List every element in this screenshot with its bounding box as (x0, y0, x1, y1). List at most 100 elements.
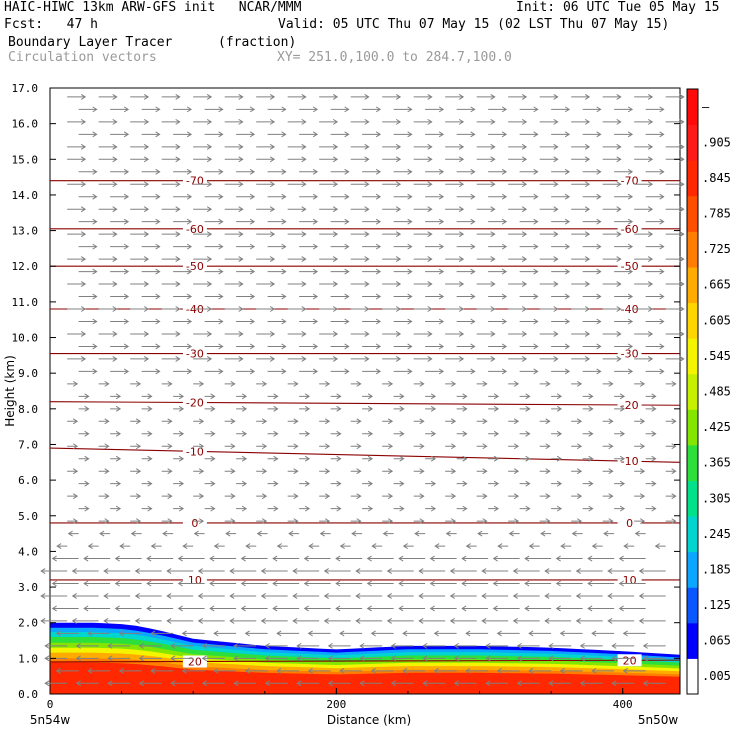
vector-arrow (75, 642, 99, 649)
vector-arrow (359, 642, 383, 649)
vector-arrow (582, 505, 594, 512)
vector-arrow (173, 343, 193, 350)
vector-arrow (485, 680, 509, 687)
vector-arrow (634, 143, 654, 150)
vector-arrow (256, 493, 268, 500)
vector-arrow (445, 355, 465, 362)
vector-arrow (319, 231, 339, 238)
vector-arrow (193, 256, 213, 263)
colorbar-label: .545 (702, 349, 731, 363)
vector-arrow (319, 281, 339, 287)
vector-arrow (587, 555, 615, 562)
vector-arrow (296, 655, 320, 662)
vector-arrow (602, 143, 622, 150)
vector-arrow (382, 493, 394, 500)
vector-arrow (330, 405, 342, 412)
vector-arrow (287, 443, 299, 450)
vector-arrow (602, 231, 622, 238)
vector-arrow (551, 393, 563, 400)
vector-arrow (130, 256, 150, 263)
vector-arrow (161, 380, 173, 387)
vector-arrow (173, 168, 193, 175)
vector-arrow (146, 605, 174, 612)
vector-arrow (413, 118, 433, 125)
vector-arrow (614, 106, 634, 113)
vector-arrow (551, 343, 571, 350)
vector-arrow (382, 143, 402, 150)
vector-arrow (445, 380, 457, 387)
vector-arrow (267, 243, 287, 250)
vector-arrow (161, 256, 181, 263)
vector-arrow (362, 430, 374, 437)
vector-arrow (323, 593, 351, 599)
vector-arrow (476, 281, 496, 287)
vector-arrow (508, 530, 520, 537)
vector-arrow (350, 443, 362, 450)
vector-arrow (618, 605, 646, 612)
vector-arrow (582, 218, 602, 225)
vector-arrow (539, 306, 559, 312)
vector-arrow (299, 430, 311, 437)
vector-arrow (256, 118, 276, 125)
vector-arrow (224, 206, 244, 213)
vector-arrow (456, 480, 468, 487)
vector-arrow (240, 605, 268, 612)
vector-arrow (67, 380, 79, 387)
vector-arrow (560, 543, 572, 549)
vector-arrow (236, 405, 248, 412)
contour-label: 10 (188, 574, 202, 587)
vector-arrow (78, 430, 90, 437)
vector-arrow (233, 680, 257, 687)
contour-label: -20 (186, 397, 204, 410)
vector-arrow (476, 93, 496, 100)
vector-arrow (141, 393, 153, 400)
vector-arrow (173, 243, 193, 250)
vector-arrow (130, 380, 142, 387)
vector-arrow (161, 355, 181, 362)
vector-arrow (528, 667, 552, 674)
vector-arrow (393, 393, 405, 400)
vector-arrow (161, 206, 181, 213)
vector-arrow (173, 430, 185, 437)
vector-arrow (607, 593, 635, 599)
vector-arrow (393, 193, 413, 200)
vector-arrow (551, 131, 571, 138)
vector-arrow (425, 480, 437, 487)
vector-arrow (465, 543, 477, 549)
vector-arrow (303, 605, 331, 612)
vector-arrow (476, 306, 496, 312)
vector-arrow (161, 156, 181, 163)
vector-arrow (453, 655, 477, 662)
vector-arrow (642, 655, 666, 662)
vector-arrow (224, 93, 244, 100)
vector-arrow (413, 331, 433, 337)
colorbar-swatch (687, 516, 698, 553)
vector-arrow (434, 543, 446, 549)
vector-arrow (350, 118, 370, 125)
vector-arrow (382, 256, 402, 263)
vector-arrow (422, 680, 446, 687)
vector-arrow (456, 430, 468, 437)
vector-arrow (602, 331, 622, 337)
vector-arrow (350, 493, 362, 500)
vector-arrow (519, 106, 539, 113)
vector-arrow (141, 318, 161, 325)
vector-arrow (67, 281, 87, 287)
vector-arrow (204, 193, 224, 200)
vector-arrow (618, 555, 646, 562)
vector-arrow (98, 93, 118, 100)
vector-arrow (508, 93, 528, 100)
vector-arrow (602, 443, 614, 450)
vector-arrow (665, 281, 685, 287)
vector-arrow (103, 568, 131, 574)
vector-arrow (476, 468, 488, 475)
contour-line (49, 401, 681, 406)
vector-arrow (299, 405, 311, 412)
vector-arrow (161, 118, 181, 125)
vector-arrow (307, 630, 331, 637)
vector-arrow (130, 468, 142, 475)
vector-arrow (481, 593, 509, 599)
vector-arrow (110, 106, 130, 113)
vector-arrow (224, 493, 236, 500)
vector-arrow (456, 505, 468, 512)
